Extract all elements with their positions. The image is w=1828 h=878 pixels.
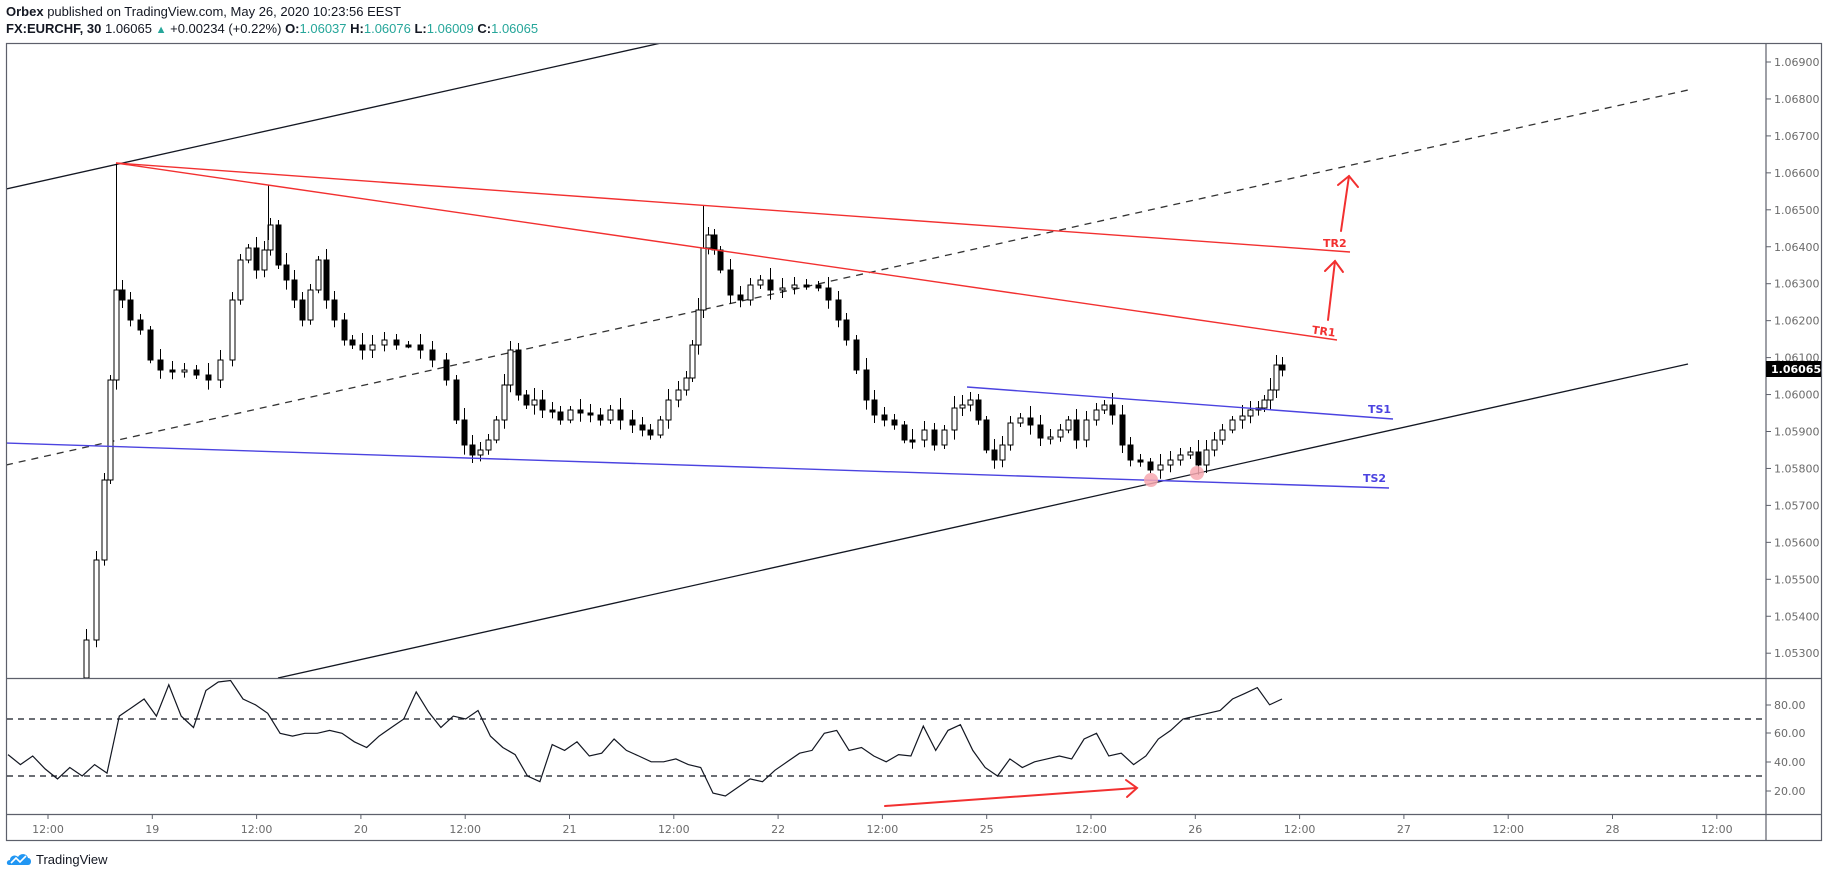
price-tick-label: 1.05700: [1774, 499, 1820, 512]
tradingview-cloud-icon: [6, 854, 32, 865]
ts1-label: TS1: [1368, 403, 1391, 416]
high-value: 1.06076: [363, 21, 411, 36]
price-tick-label: 1.06300: [1774, 278, 1820, 291]
time-tick-label: 21: [563, 823, 577, 836]
last-price-label: 1.06065: [1771, 363, 1821, 376]
touch-marker: [1144, 473, 1158, 487]
price-tick-label: 1.06800: [1774, 93, 1820, 106]
tradingview-brand[interactable]: TradingView: [6, 851, 108, 867]
time-tick-label: 20: [354, 823, 368, 836]
time-tick-label: 12:00: [1284, 823, 1316, 836]
tr1-arrow-icon[interactable]: [1324, 259, 1344, 321]
rsi-divergence-arrow-icon[interactable]: [884, 779, 1139, 807]
ts2-trendline[interactable]: [6, 442, 1390, 489]
rsi-tick-label: 40.00: [1774, 756, 1806, 769]
tr1-label: TR1: [1311, 324, 1336, 340]
time-tick-label: 12:00: [867, 823, 899, 836]
price-tick-label: 1.05300: [1774, 647, 1820, 660]
price-tick-label: 1.05400: [1774, 610, 1820, 623]
brand-name: TradingView: [36, 851, 108, 867]
lower-channel-line[interactable]: [277, 363, 1689, 678]
symbol-name[interactable]: FX:EURCHF, 30: [6, 21, 102, 36]
rsi-line: [7, 679, 1283, 797]
rsi-tick-label: 80.00: [1774, 699, 1806, 712]
price-tick-label: 1.06000: [1774, 389, 1820, 402]
time-tick-label: 26: [1188, 823, 1202, 836]
touch-marker: [1190, 466, 1204, 480]
triangle-up-icon: ▲: [155, 24, 167, 36]
rsi-tick-label: 20.00: [1774, 785, 1806, 798]
time-tick-label: 27: [1397, 823, 1411, 836]
open-value: 1.06037: [299, 21, 347, 36]
time-tick-label: 12:00: [32, 823, 64, 836]
high-label: H:: [350, 21, 364, 36]
close-label: C:: [477, 21, 492, 36]
price-tick-label: 1.06400: [1774, 241, 1820, 254]
price-tick-label: 1.05600: [1774, 536, 1820, 549]
rsi-axis[interactable]: 80.00 60.00 40.00 20.00: [1766, 699, 1806, 798]
publisher-name[interactable]: Orbex: [6, 4, 44, 19]
last-price: 1.06065: [104, 21, 152, 36]
time-tick-label: 25: [980, 823, 994, 836]
price-tick-label: 1.05500: [1774, 573, 1820, 586]
tr1-trendline[interactable]: [115, 162, 1338, 341]
time-tick-label: 19: [145, 823, 159, 836]
close-value: 1.06065: [491, 21, 539, 36]
time-tick-label: 12:00: [449, 823, 481, 836]
time-tick-label: 12:00: [658, 823, 690, 836]
price-tick-label: 1.06600: [1774, 167, 1820, 180]
time-tick-label: 22: [771, 823, 785, 836]
chart-frame: [5, 42, 1823, 842]
rsi-tick-label: 60.00: [1774, 727, 1806, 740]
upper-channel-line[interactable]: [6, 43, 661, 190]
price-axis[interactable]: 1.06900 1.06800 1.06700 1.06600 1.06500 1.064…: [1766, 56, 1820, 660]
ts2-label: TS2: [1363, 472, 1386, 485]
symbol-legend: FX:EURCHF, 30 1.06065 ▲ +0.00234 (+0.22%…: [6, 21, 538, 38]
price-tick-label: 1.06900: [1774, 56, 1820, 69]
price-tick-label: 1.05900: [1774, 426, 1820, 439]
price-tick-label: 1.06500: [1774, 204, 1820, 217]
time-tick-label: 12:00: [1701, 823, 1733, 836]
low-label: L:: [414, 21, 427, 36]
tr2-arrow-icon[interactable]: [1337, 174, 1359, 232]
mid-channel-dashed-line[interactable]: [6, 89, 1689, 466]
tr2-label: TR2: [1323, 237, 1347, 250]
time-tick-label: 12:00: [1075, 823, 1107, 836]
main-pane[interactable]: TR1 TR2 TS1 TS2: [6, 43, 1689, 687]
time-tick-label: 28: [1606, 823, 1620, 836]
published-text: published on TradingView.com, May 26, 20…: [47, 4, 402, 19]
time-tick-label: 12:00: [241, 823, 273, 836]
candlestick-series: [83, 163, 1286, 678]
rsi-pane[interactable]: [7, 679, 1762, 807]
low-value: 1.06009: [426, 21, 474, 36]
tr2-trendline[interactable]: [115, 162, 1351, 253]
ts1-trendline[interactable]: [966, 386, 1394, 420]
price-tick-label: 1.06200: [1774, 315, 1820, 328]
publish-info: Orbex published on TradingView.com, May …: [6, 4, 401, 20]
time-axis[interactable]: 12:00 19 12:00 20 12:00 21 12:00 22 12:00 25 12:00…: [32, 814, 1733, 836]
price-tick-label: 1.06700: [1774, 130, 1820, 143]
last-price-marker: 1.06065: [1766, 361, 1821, 377]
price-change: +0.00234 (+0.22%): [170, 21, 282, 36]
open-label: O:: [285, 21, 300, 36]
price-tick-label: 1.05800: [1774, 462, 1820, 475]
time-tick-label: 12:00: [1492, 823, 1524, 836]
